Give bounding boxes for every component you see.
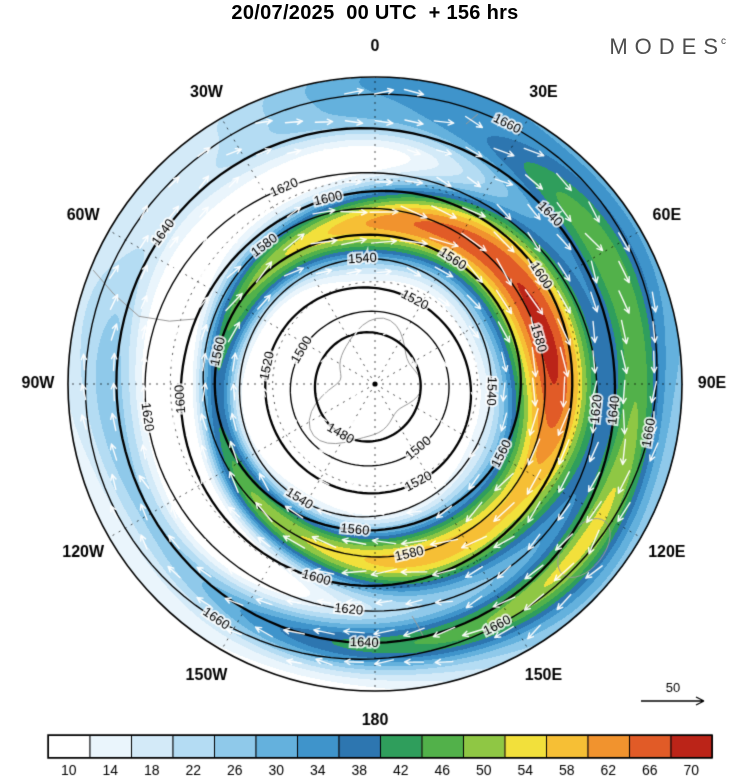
weather-chart-page: 20/07/2025 00 UTC + 156 hrs MODESc: [0, 0, 750, 782]
polar-map-canvas: [0, 0, 750, 782]
